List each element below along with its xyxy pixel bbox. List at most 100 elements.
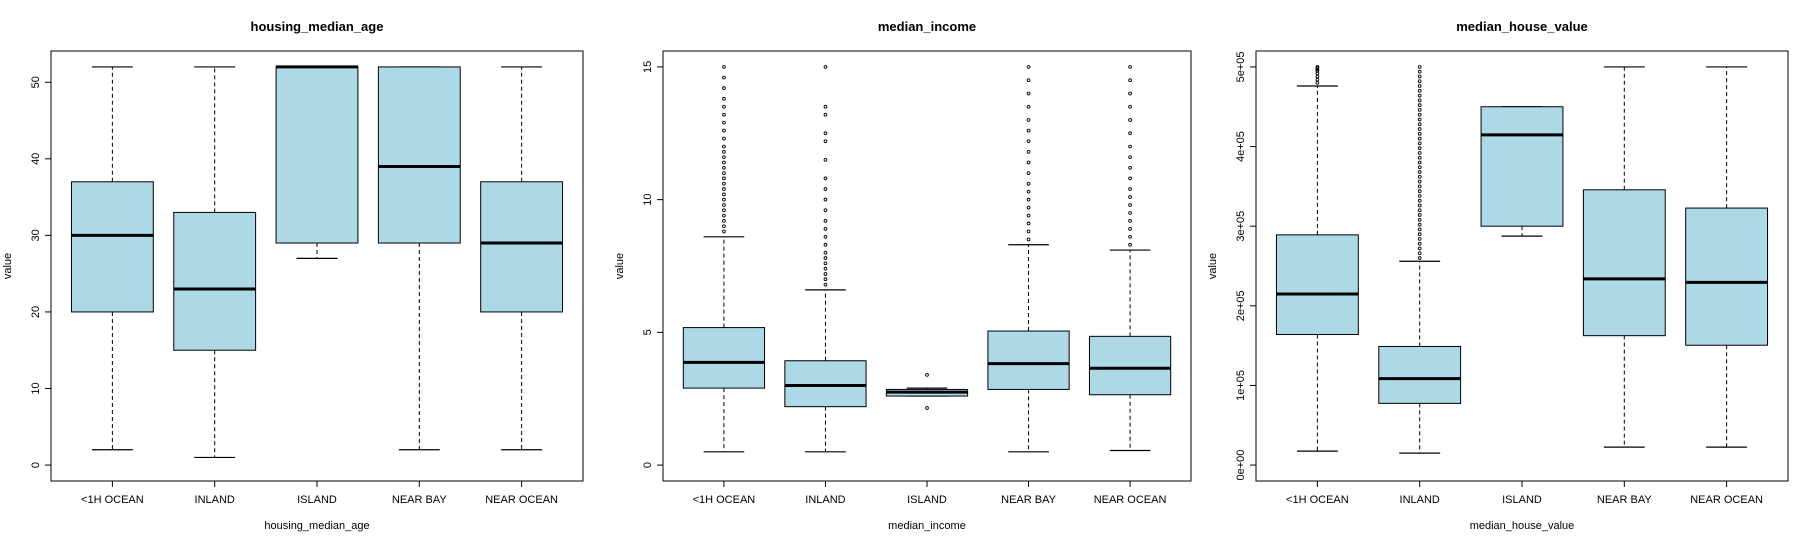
x-axis-label: median_house_value — [1470, 520, 1575, 532]
outlier-point — [722, 128, 726, 133]
outlier-point — [1026, 197, 1031, 202]
outlier-point — [722, 112, 726, 117]
x-tick-label: INLAND — [195, 494, 235, 506]
outlier-point — [1128, 219, 1132, 223]
chart-panel-2: median_incomemedian_incomevalue051015<1H… — [614, 19, 1192, 532]
outlier-point — [1417, 155, 1422, 160]
outlier-point — [1026, 205, 1031, 210]
outlier-point — [823, 282, 828, 287]
outlier-point — [823, 197, 828, 202]
outlier-point — [1417, 103, 1422, 107]
box-5: NEAR OCEAN — [480, 66, 564, 506]
outlier-point — [1026, 181, 1031, 186]
outlier-point — [1417, 184, 1422, 189]
chart-panel-3: median_house_valuemedian_house_valuevalu… — [1207, 19, 1789, 532]
outlier-point — [1417, 65, 1422, 69]
box-4: NEAR BAY — [987, 65, 1070, 506]
box-body — [480, 181, 564, 313]
outlier-point — [722, 150, 726, 154]
outlier-point — [1128, 65, 1132, 69]
outlier-point — [722, 181, 726, 186]
outlier-point — [1417, 74, 1422, 79]
outlier-point — [823, 277, 828, 282]
x-tick-label: INLAND — [1400, 494, 1440, 506]
y-tick-label: 10 — [642, 194, 654, 206]
outlier-point — [1417, 108, 1422, 112]
x-tick-label: NEAR BAY — [1597, 494, 1652, 506]
outlier-point — [823, 65, 828, 69]
outlier-point — [722, 65, 726, 69]
y-tick-label: 50 — [30, 76, 42, 88]
outlier-point — [722, 224, 726, 229]
outlier-point — [1026, 78, 1031, 83]
outlier-point — [1417, 98, 1422, 103]
outlier-point — [1128, 144, 1132, 149]
outlier-point — [1417, 237, 1422, 241]
outlier-point — [1417, 222, 1422, 227]
y-tick-label: 4e+05 — [1235, 131, 1247, 162]
outlier-point — [1026, 213, 1031, 218]
outlier-point — [722, 171, 726, 175]
outlier-point — [722, 219, 726, 223]
box-3: ISLAND — [1480, 106, 1564, 506]
outlier-point — [823, 208, 828, 213]
outlier-point — [1026, 221, 1031, 226]
y-tick-label: 20 — [30, 306, 42, 318]
outlier-point — [1417, 93, 1422, 98]
outlier-point — [1417, 256, 1422, 260]
outlier-point — [722, 144, 726, 149]
x-tick-label: ISLAND — [1502, 494, 1542, 506]
outlier-point — [1128, 211, 1132, 215]
outlier-point — [1026, 150, 1031, 154]
box-body — [1275, 234, 1359, 335]
outlier-point — [722, 155, 726, 160]
outlier-point — [722, 120, 726, 125]
x-axis-label: housing_median_age — [264, 520, 369, 532]
y-tick-label: 3e+05 — [1235, 211, 1247, 242]
outlier-point — [722, 86, 726, 91]
box-5: NEAR OCEAN — [1685, 66, 1769, 506]
outlier-point — [1417, 146, 1422, 150]
box-2: INLAND — [173, 66, 257, 506]
box-1: <1H OCEAN — [70, 66, 154, 506]
outlier-point — [1417, 246, 1422, 251]
outlier-point — [722, 96, 726, 101]
box-1: <1H OCEAN — [682, 65, 766, 506]
outlier-point — [722, 197, 726, 202]
outlier-point — [722, 176, 726, 181]
outlier-point — [722, 160, 726, 165]
box-body — [682, 327, 766, 389]
outlier-point — [722, 213, 726, 218]
outlier-point — [1128, 104, 1132, 109]
x-axis-label: median_income — [888, 520, 966, 532]
outlier-point — [1417, 227, 1422, 232]
outlier-point — [1417, 241, 1422, 246]
plot-frame — [662, 50, 1192, 482]
y-tick-label: 40 — [30, 153, 42, 165]
outlier-point — [1417, 151, 1422, 155]
outlier-point — [1417, 165, 1422, 170]
outlier-point — [1128, 203, 1132, 207]
outlier-point — [1026, 160, 1031, 165]
x-tick-label: NEAR OCEAN — [1094, 494, 1167, 506]
outlier-point — [1417, 112, 1422, 117]
outlier-point — [823, 139, 828, 144]
outlier-point — [1128, 91, 1132, 96]
outlier-point — [823, 112, 828, 117]
y-tick-label: 30 — [30, 229, 42, 241]
outlier-point — [1128, 242, 1132, 247]
outlier-point — [823, 104, 828, 109]
y-tick-label: 5e+05 — [1235, 51, 1247, 82]
outlier-point — [1417, 88, 1422, 93]
box-body — [784, 360, 867, 408]
box-body — [173, 211, 257, 351]
outlier-point — [1128, 155, 1132, 160]
outlier-point — [1417, 127, 1422, 131]
outlier-point — [1417, 122, 1422, 127]
outlier-point — [1417, 198, 1422, 203]
outlier-point — [1315, 74, 1320, 79]
box-4: NEAR BAY — [1582, 66, 1666, 506]
outlier-point — [823, 187, 828, 191]
outlier-point — [823, 256, 828, 260]
